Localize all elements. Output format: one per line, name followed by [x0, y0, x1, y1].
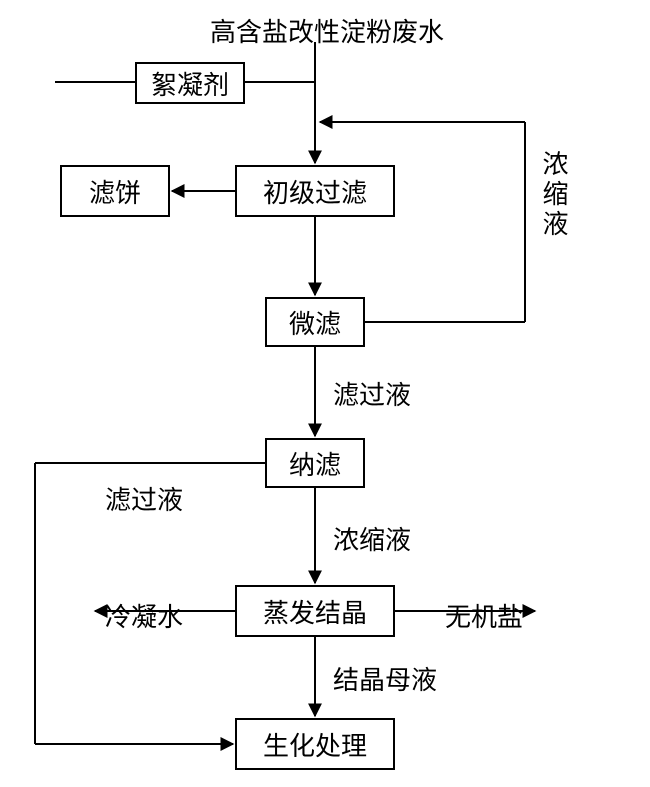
- biochem-node: 生化处理: [235, 718, 395, 770]
- mother-liquor-label: 结晶母液: [333, 660, 437, 697]
- input-stream-label: 高含盐改性淀粉废水: [210, 12, 444, 49]
- biochem-text: 生化处理: [263, 726, 367, 763]
- evap-cryst-text: 蒸发结晶: [263, 593, 367, 630]
- evap-cryst-node: 蒸发结晶: [235, 585, 395, 637]
- flocculant-text: 絮凝剂: [151, 65, 229, 102]
- flocculant-node: 絮凝剂: [135, 62, 245, 104]
- concentrate-nf-label: 浓缩液: [333, 520, 411, 557]
- primary-filter-text: 初级过滤: [263, 173, 367, 210]
- concentrate-right-label: 浓缩液: [535, 150, 572, 240]
- nanofilter-text: 纳滤: [289, 445, 341, 482]
- condensate-label: 冷凝水: [105, 597, 183, 634]
- inorganic-salt-label: 无机盐: [445, 597, 523, 634]
- filter-cake-text: 滤饼: [89, 173, 141, 210]
- primary-filter-node: 初级过滤: [235, 165, 395, 217]
- filtrate-nf-left-label: 滤过液: [105, 480, 183, 517]
- microfilter-node: 微滤: [265, 297, 365, 347]
- microfilter-text: 微滤: [289, 304, 341, 341]
- filtrate-mf-nf-label: 滤过液: [333, 375, 411, 412]
- flow-edges: [0, 0, 650, 787]
- filter-cake-node: 滤饼: [60, 165, 170, 217]
- nanofilter-node: 纳滤: [265, 438, 365, 488]
